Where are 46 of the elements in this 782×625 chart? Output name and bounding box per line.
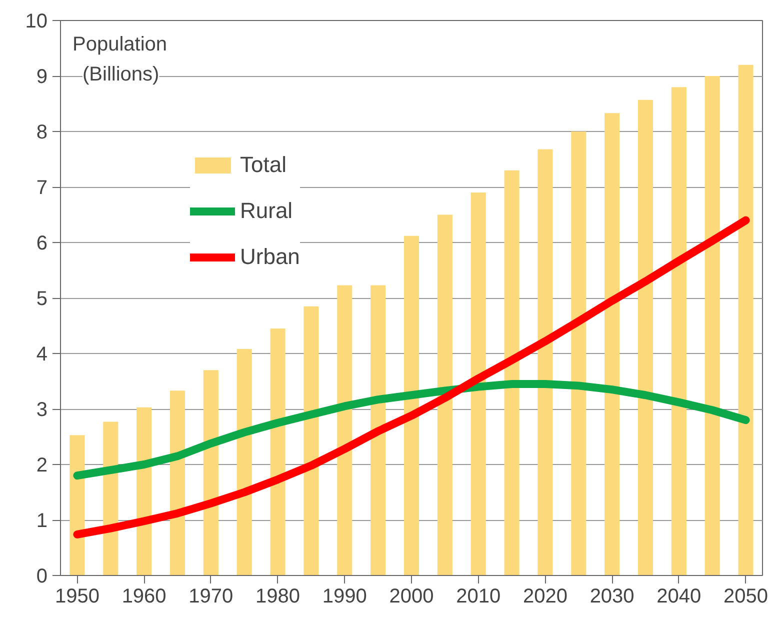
bar xyxy=(638,100,654,576)
y-tick-label: 3 xyxy=(36,399,48,421)
bar xyxy=(404,236,420,576)
bar xyxy=(203,370,218,576)
bar xyxy=(136,407,152,576)
x-tick-label: 1990 xyxy=(322,586,367,608)
bar xyxy=(671,87,686,576)
y-tick-label: 5 xyxy=(36,288,48,310)
x-tick-label: 2030 xyxy=(590,586,634,608)
bar xyxy=(738,64,754,576)
x-tick-label: 2050 xyxy=(724,586,768,608)
y-tick-label: 4 xyxy=(36,344,48,366)
x-tick-label: 1960 xyxy=(122,586,166,608)
y-tick-label: 0 xyxy=(36,566,48,588)
legend-label: Total xyxy=(240,152,286,178)
bar xyxy=(470,192,486,576)
bar xyxy=(604,113,620,576)
bar xyxy=(504,170,520,576)
y-axis-title: Population (Billions) xyxy=(72,34,168,86)
x-tick-label: 1950 xyxy=(54,586,100,608)
bar xyxy=(571,132,586,576)
y-tick-label: 2 xyxy=(36,454,48,476)
y-tick-label: 9 xyxy=(36,66,48,88)
x-tick-label: 1980 xyxy=(256,586,300,608)
x-tick-label: 2010 xyxy=(456,586,501,608)
y-tick-label: 7 xyxy=(36,177,48,199)
x-tick-label: 2000 xyxy=(389,586,434,608)
legend-label: Rural xyxy=(240,198,293,224)
bar xyxy=(304,306,319,576)
legend-label: Urban xyxy=(240,244,300,270)
bar xyxy=(370,285,386,576)
bar xyxy=(270,328,286,576)
bar xyxy=(70,435,85,576)
y-tick-label: 6 xyxy=(36,232,48,254)
bar xyxy=(170,390,186,576)
bar xyxy=(704,76,720,576)
bar xyxy=(236,349,252,576)
bar xyxy=(538,149,553,576)
x-tick-label: 1970 xyxy=(188,586,234,608)
y-tick-label: 10 xyxy=(25,10,48,32)
bar xyxy=(337,285,352,576)
x-tick-label: 2040 xyxy=(656,586,702,608)
y-tick-label: 8 xyxy=(36,122,48,144)
x-tick-label: 2020 xyxy=(522,586,568,608)
bar xyxy=(437,214,452,576)
y-tick-label: 1 xyxy=(36,510,48,532)
